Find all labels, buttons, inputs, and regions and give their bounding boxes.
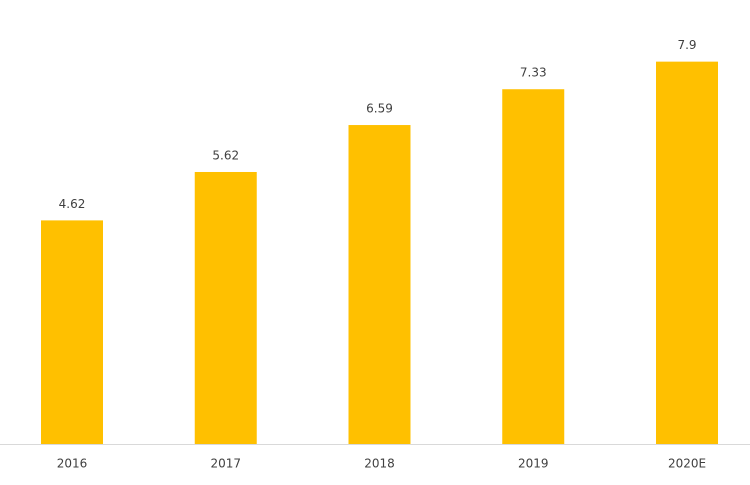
x-tick-label: 2018 — [364, 457, 395, 471]
value-label: 4.62 — [59, 197, 86, 211]
bar — [502, 89, 565, 444]
bar — [348, 125, 411, 444]
x-tick-label: 2019 — [518, 457, 549, 471]
value-label: 5.62 — [212, 148, 239, 162]
x-tick-label: 2016 — [57, 457, 88, 471]
x-tick-label: 2020E — [668, 457, 706, 471]
bar — [656, 61, 718, 444]
bar — [194, 171, 257, 444]
value-label: 6.59 — [366, 102, 393, 116]
x-tick-label: 2017 — [210, 457, 241, 471]
value-label: 7.9 — [677, 38, 696, 52]
value-label: 7.33 — [520, 66, 547, 80]
bar — [41, 220, 103, 444]
